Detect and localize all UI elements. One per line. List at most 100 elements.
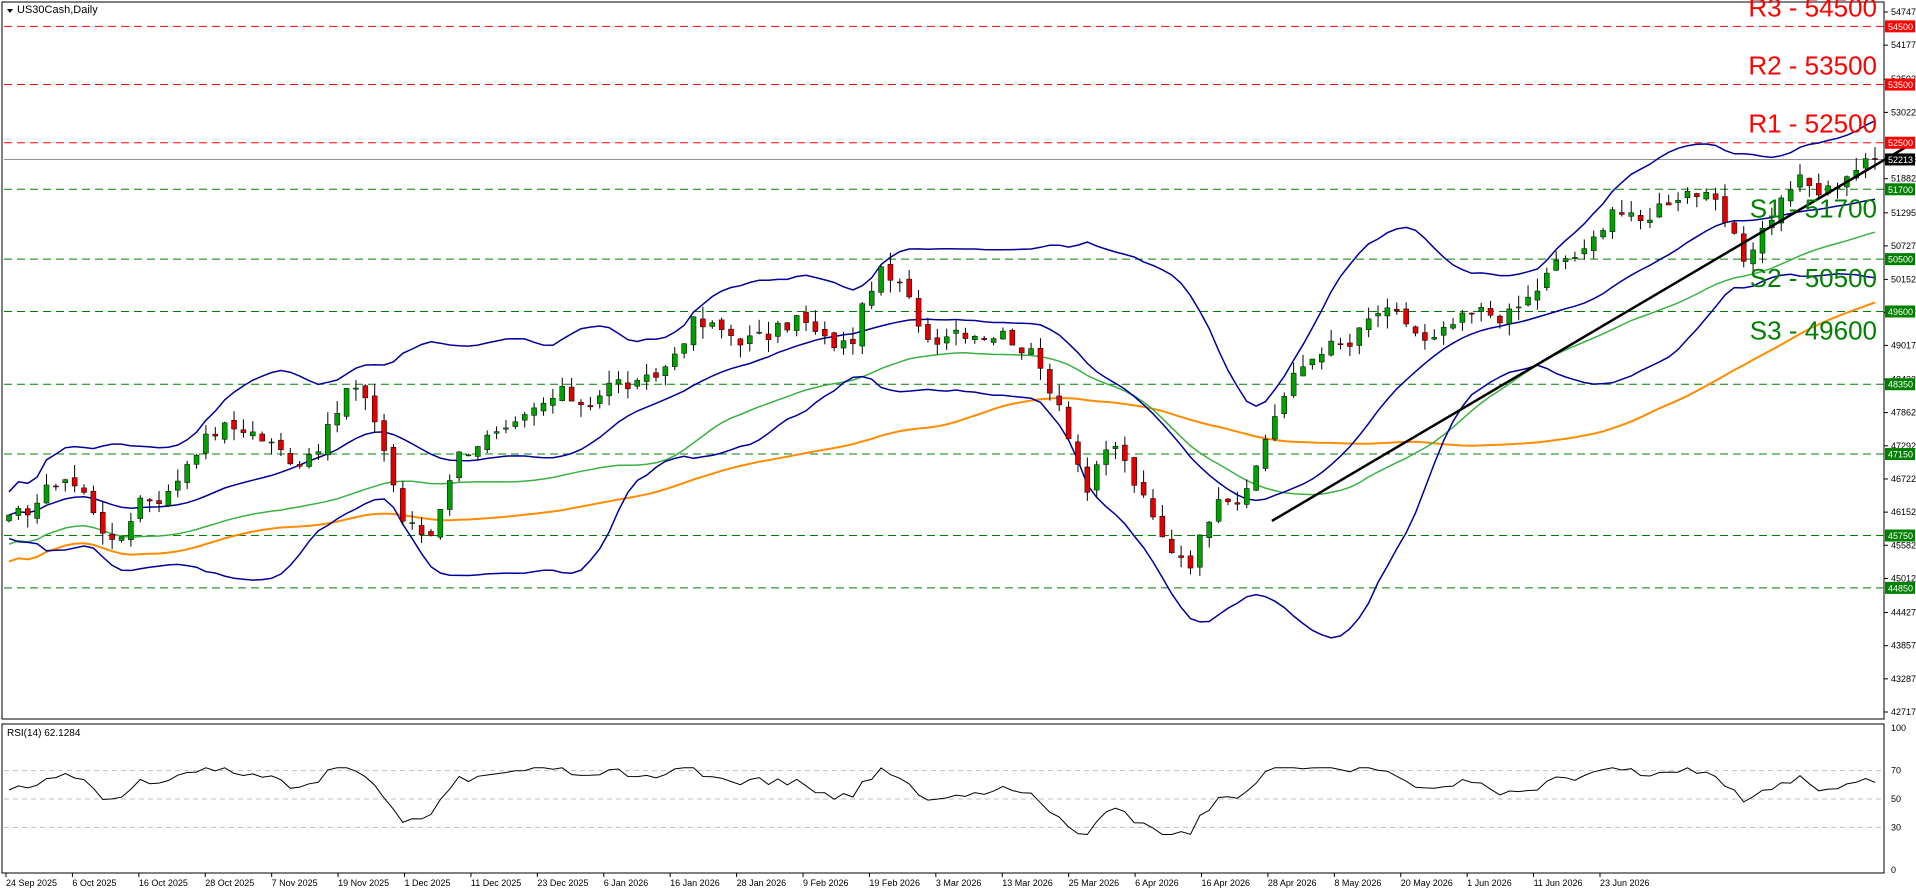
symbol-header[interactable]: US30Cash,Daily: [7, 4, 98, 16]
price-tick-label: 42717: [1891, 707, 1916, 717]
candle: [1243, 479, 1250, 509]
candle-body: [915, 298, 922, 327]
candle: [1797, 164, 1803, 193]
triangle-down-icon[interactable]: [7, 9, 13, 13]
candle-body: [625, 382, 631, 390]
candle: [1075, 434, 1081, 473]
candle: [606, 370, 612, 406]
candle-body: [934, 337, 941, 345]
candle-body: [643, 374, 650, 382]
candle-body: [465, 454, 472, 457]
candle-body: [1384, 307, 1391, 317]
candle: [212, 426, 219, 441]
candle-body: [137, 497, 144, 519]
candle: [1197, 534, 1203, 576]
candle: [1862, 153, 1869, 178]
price-tick-label: 51882: [1891, 174, 1916, 184]
rsi-tick-label: 70: [1891, 766, 1901, 776]
candle-body: [1356, 327, 1363, 346]
candle-body: [681, 343, 687, 354]
price-tag-box: [1885, 305, 1915, 318]
candle: [1122, 436, 1128, 473]
candle: [1300, 354, 1306, 377]
candle-body: [1131, 457, 1137, 486]
candle: [371, 383, 378, 433]
candle: [315, 443, 322, 460]
price-tick-label: 51295: [1891, 208, 1916, 218]
rsi-title: RSI(14) 62.1284: [7, 728, 81, 739]
candle: [887, 252, 894, 293]
candle-body: [371, 395, 378, 423]
candle: [296, 461, 303, 469]
candle: [1337, 337, 1344, 350]
candle-body: [325, 424, 331, 456]
price-tag-box: [1885, 448, 1915, 461]
candle-body: [1009, 329, 1016, 346]
candle-body: [1084, 466, 1091, 493]
time-tick-label: 23 Dec 2025: [537, 878, 588, 888]
candle-body: [981, 338, 987, 340]
time-tick-label: 28 Apr 2026: [1268, 878, 1317, 888]
candle: [784, 321, 791, 333]
candle: [184, 460, 190, 490]
candle-body: [1590, 236, 1597, 252]
candle-body: [812, 321, 819, 332]
price-tick-label: 47862: [1891, 408, 1916, 418]
candle: [1347, 333, 1353, 357]
candle: [165, 484, 172, 507]
candle: [90, 485, 97, 516]
time-tick-label: 6 Jan 2026: [604, 878, 649, 888]
candle: [1262, 434, 1269, 472]
candle: [325, 412, 331, 461]
candle: [156, 491, 162, 513]
candle-body: [615, 379, 622, 385]
candle: [1159, 505, 1166, 538]
candle-body: [1112, 446, 1119, 449]
time-tick-label: 6 Oct 2025: [72, 878, 116, 888]
price-tick-label: 45582: [1891, 540, 1916, 550]
candle: [1497, 314, 1503, 329]
candle-body: [437, 508, 444, 538]
candle: [925, 317, 931, 343]
price-tags: 54500 53500 52500 51700 50500 49600 48350 47150…: [1885, 20, 1915, 594]
candle-body: [550, 397, 556, 406]
candle: [1394, 302, 1400, 315]
candle-body: [146, 499, 153, 502]
candle: [728, 324, 734, 346]
candle-body: [953, 329, 959, 334]
indicators-layer: [8, 120, 1876, 639]
candle-body: [503, 427, 509, 430]
price-tag-label: 51700: [1888, 185, 1913, 195]
candle-body: [428, 531, 434, 536]
candle-body: [156, 500, 162, 504]
candle-body: [1703, 192, 1709, 200]
candle: [615, 371, 622, 394]
candle: [672, 347, 678, 371]
candle-body: [540, 402, 547, 412]
symbol-title: US30Cash,Daily: [17, 4, 98, 16]
candle: [1684, 187, 1691, 204]
candle-body: [296, 464, 303, 467]
candle: [1787, 181, 1794, 207]
candle-body: [1178, 555, 1184, 558]
candle: [100, 501, 106, 545]
candle-body: [1000, 330, 1006, 340]
candle-body: [1215, 499, 1222, 522]
candle: [1694, 192, 1700, 208]
candle-body: [1122, 444, 1128, 461]
candle-body: [578, 401, 584, 406]
candle: [1722, 184, 1728, 228]
current-price-box: [1885, 153, 1915, 166]
candle-body: [446, 480, 453, 510]
time-tick-label: 19 Feb 2026: [869, 878, 920, 888]
price-tag-label: 44850: [1888, 583, 1913, 593]
level-label-53500: R2 - 53500: [1748, 51, 1877, 81]
candle-body: [484, 434, 490, 450]
candle: [1272, 404, 1278, 442]
candle-body: [897, 281, 903, 284]
candle-body: [1103, 449, 1109, 465]
levels-layer: [4, 25, 1884, 589]
candle: [1112, 441, 1119, 460]
candle: [456, 451, 462, 482]
